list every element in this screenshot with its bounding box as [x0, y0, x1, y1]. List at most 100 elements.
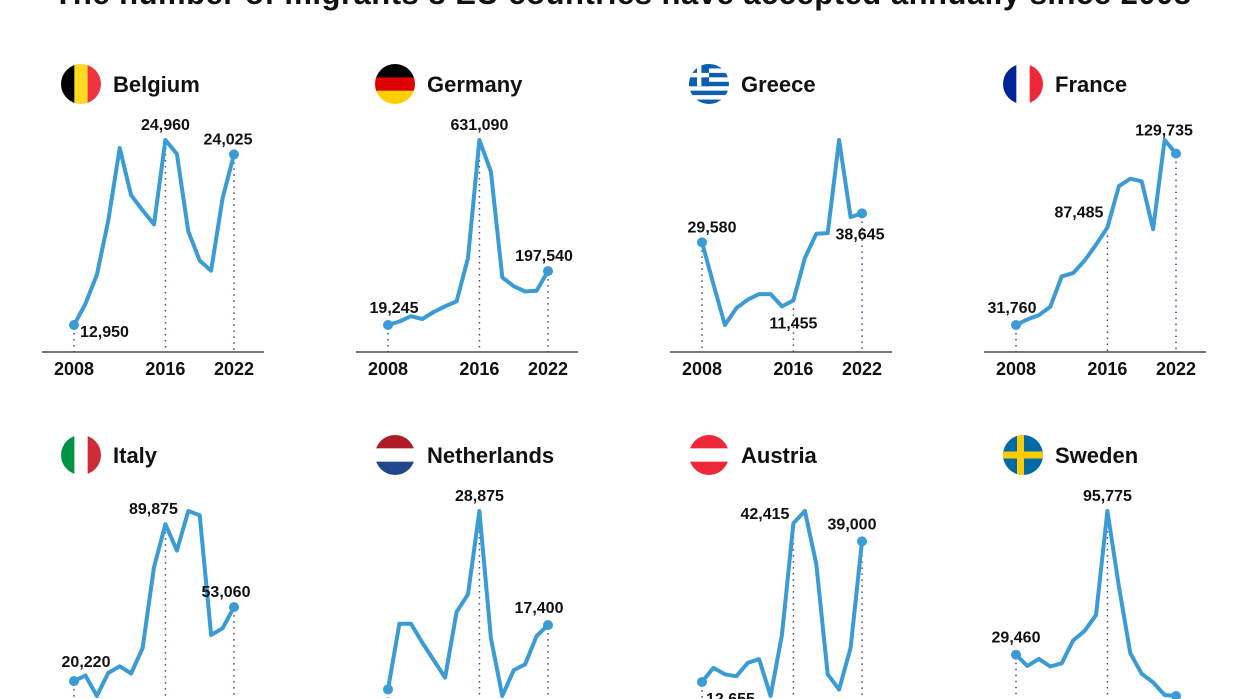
greece-flag-icon: [689, 64, 729, 104]
country-name: Italy: [113, 443, 158, 468]
data-label-2022: 39,000: [828, 516, 877, 533]
series-line: [1014, 509, 1178, 698]
series-line: [386, 138, 550, 327]
panel-germany: Germany 2008 2016 2022 19,245 631,090 197,540: [356, 64, 578, 379]
x-tick-label: 2022: [1156, 359, 1196, 379]
flag-stripe: [1003, 64, 1017, 104]
x-tick-label: 2016: [773, 359, 813, 379]
country-name: Austria: [741, 443, 818, 468]
data-label-2016: 631,090: [451, 117, 509, 134]
country-name: Belgium: [113, 72, 200, 97]
data-label-2016: 89,875: [129, 501, 178, 518]
x-tick-label: 2008: [996, 359, 1036, 379]
data-point-2022: [1171, 691, 1181, 699]
panel-belgium: Belgium 2008 2016 2022 12,950 24,960 24,025: [42, 64, 264, 379]
flag-stripe: [375, 435, 415, 449]
data-point-2008: [697, 676, 707, 687]
belgium-flag-icon: [61, 64, 101, 104]
flag-stripe: [61, 435, 75, 475]
panel-italy: Italy 20,220 89,875 53,060: [61, 435, 251, 698]
data-label-2008: 29,460: [992, 630, 1041, 647]
flag-stripe: [74, 435, 89, 475]
data-label-2008: 12,950: [80, 324, 129, 341]
series-line: [72, 138, 236, 327]
flag-cross: [697, 64, 702, 87]
flag-stripe: [689, 86, 729, 91]
data-label-2016: 11,455: [769, 315, 817, 332]
panel-greece: Greece 2008 2016 2022 29,580 11,455 38,645: [670, 64, 892, 379]
x-tick-label: 2008: [682, 359, 722, 379]
x-tick-label: 2016: [145, 359, 185, 379]
data-label-2016: 87,485: [1054, 205, 1103, 222]
x-tick-label: 2008: [368, 359, 408, 379]
x-tick-label: 2022: [528, 359, 568, 379]
data-label-2016: 95,775: [1083, 488, 1132, 505]
data-point-2008: [383, 320, 393, 330]
data-label-2016: 42,415: [740, 506, 789, 523]
flag-stripe: [375, 448, 415, 463]
data-point-2008: [1011, 320, 1021, 330]
flag-stripe: [375, 64, 415, 78]
x-tick-label: 2016: [1087, 359, 1127, 379]
data-point-2022: [857, 208, 867, 219]
flag-stripe: [689, 448, 729, 463]
flag-cross: [1017, 435, 1024, 475]
france-flag-icon: [1003, 64, 1043, 104]
series-line: [700, 509, 864, 698]
data-label-2022: 24,025: [204, 131, 253, 148]
flag-stripe: [87, 435, 101, 475]
data-label-2022: 38,645: [836, 226, 885, 243]
germany-flag-icon: [375, 64, 415, 104]
flag-stripe: [1029, 64, 1043, 104]
sweden-flag-icon: [1003, 435, 1043, 475]
data-label-2008: 31,760: [988, 300, 1037, 317]
data-point-2008: [697, 237, 707, 248]
country-name: France: [1055, 72, 1127, 97]
flag-stripe: [689, 435, 729, 449]
series-line: [1014, 138, 1178, 327]
x-tick-label: 2016: [459, 359, 499, 379]
data-label-2008: 29,580: [688, 219, 737, 236]
x-tick-label: 2022: [214, 359, 254, 379]
flag-stripe: [1016, 64, 1031, 104]
data-point-2008: [1011, 649, 1021, 660]
flag-stripe: [375, 77, 415, 92]
data-point-2008: [383, 684, 393, 695]
data-point-2008: [69, 320, 79, 330]
data-label-2022: 197,540: [515, 248, 573, 265]
data-label-2008: 20,220: [62, 654, 111, 671]
data-label-2022: 53,060: [202, 584, 251, 601]
flag-stripe: [61, 64, 75, 104]
data-point-2022: [229, 602, 239, 613]
netherlands-flag-icon: [375, 435, 415, 475]
country-name: Greece: [741, 72, 816, 97]
country-name: Sweden: [1055, 443, 1138, 468]
austria-flag-icon: [689, 435, 729, 475]
flag-stripe: [689, 99, 729, 104]
italy-flag-icon: [61, 435, 101, 475]
country-name: Netherlands: [427, 443, 554, 468]
chart-title: The number of migrants 8 EU countries ha…: [0, 0, 1245, 12]
country-name: Germany: [427, 72, 523, 97]
data-point-2022: [1171, 148, 1181, 159]
data-label-2016: 24,960: [141, 117, 190, 134]
data-label-2008: 19,245: [370, 300, 419, 317]
x-tick-label: 2022: [842, 359, 882, 379]
data-point-2022: [543, 620, 553, 631]
flag-stripe: [689, 90, 729, 96]
panel-austria: Austria 12,655 42,415 39,000: [689, 435, 877, 699]
flag-stripe: [689, 461, 729, 475]
data-label-2016: 28,875: [455, 488, 504, 505]
data-point-2008: [69, 676, 79, 687]
data-point-2022: [543, 266, 553, 277]
panel-sweden: Sweden 29,460 95,775: [992, 435, 1181, 699]
panel-france: France 2008 2016 2022 31,760 87,485 129,735: [984, 64, 1206, 379]
flag-stripe: [87, 64, 101, 104]
data-point-2022: [229, 149, 239, 160]
data-label-2022: 129,735: [1135, 123, 1193, 140]
data-point-2022: [857, 536, 867, 547]
flag-stripe: [74, 64, 89, 104]
flag-stripe: [375, 461, 415, 475]
